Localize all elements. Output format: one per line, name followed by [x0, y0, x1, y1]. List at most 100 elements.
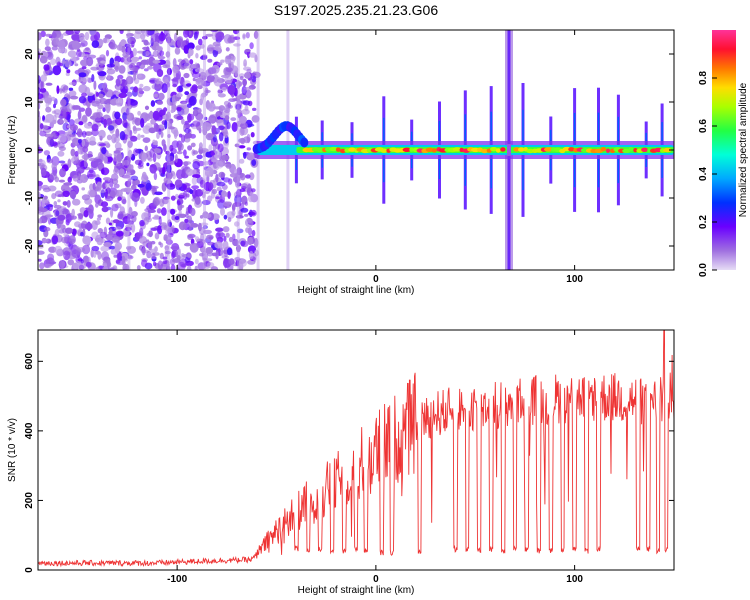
- noise-speckle: [187, 233, 196, 239]
- noise-speckle: [43, 263, 52, 269]
- noise-speckle: [227, 190, 231, 200]
- noise-speckle: [65, 30, 74, 35]
- noise-speckle: [130, 56, 140, 62]
- noise-speckle: [63, 182, 73, 186]
- noise-speckle: [172, 65, 180, 74]
- noise-speckle: [80, 59, 89, 67]
- noise-speckle: [187, 215, 193, 226]
- noise-speckle: [69, 190, 77, 199]
- noise-speckle: [234, 194, 242, 205]
- noise-speckle: [78, 261, 87, 270]
- noise-speckle: [119, 131, 126, 141]
- noise-speckle: [83, 210, 89, 218]
- noise-speckle: [88, 30, 97, 36]
- noise-speckle: [228, 178, 233, 185]
- noise-speckle: [112, 219, 120, 224]
- noise-speckle: [129, 99, 138, 106]
- noise-speckle: [210, 151, 215, 156]
- noise-speckle: [243, 213, 249, 217]
- noise-speckle: [141, 259, 148, 268]
- noise-speckle: [107, 125, 115, 131]
- noise-speckle: [109, 178, 114, 188]
- noise-speckle: [184, 128, 191, 134]
- noise-speckle: [134, 30, 143, 35]
- noise-speckle: [74, 79, 83, 83]
- noise-speckle: [149, 164, 157, 174]
- noise-speckle: [243, 63, 247, 67]
- noise-speckle: [141, 174, 149, 183]
- noise-speckle: [114, 111, 121, 120]
- noise-speckle: [69, 134, 76, 138]
- noise-speckle: [122, 54, 131, 65]
- spectrogram-x-tick-label: 100: [566, 274, 583, 285]
- noise-speckle: [223, 235, 227, 242]
- noise-speckle: [38, 87, 41, 96]
- noise-speckle: [170, 195, 176, 201]
- noise-speckle: [113, 168, 120, 175]
- snr-x-tick-label: -100: [167, 574, 187, 585]
- colorbar-gradient: [712, 30, 736, 270]
- spectrogram-y-label: Frequency (Hz): [7, 116, 18, 185]
- spectrogram-y-tick-label: 0: [24, 147, 35, 153]
- noise-speckle: [91, 40, 100, 48]
- noise-speckle: [189, 59, 194, 65]
- noise-speckle: [218, 105, 226, 112]
- noise-speckle: [202, 225, 208, 230]
- noise-speckle: [136, 50, 145, 54]
- noise-speckle: [192, 92, 198, 97]
- ridge-hotspot: [340, 148, 346, 154]
- colorbar-label: Normalized spectral amplitude: [738, 82, 749, 217]
- noise-speckle: [227, 217, 232, 223]
- noise-speckle: [192, 160, 200, 170]
- noise-speckle: [204, 87, 209, 96]
- noise-speckle: [76, 128, 83, 138]
- noise-speckle: [136, 265, 141, 270]
- noise-speckle: [161, 197, 169, 205]
- noise-speckle: [148, 127, 157, 134]
- noise-speckle: [61, 236, 68, 244]
- noise-speckle: [39, 262, 45, 270]
- snr-y-label: SNR (10 * v/v): [7, 418, 18, 482]
- noise-speckle: [222, 240, 229, 251]
- noise-speckle: [85, 107, 92, 117]
- noise-speckle: [98, 129, 106, 139]
- noise-speckle: [180, 109, 186, 116]
- noise-speckle: [141, 30, 148, 37]
- noise-speckle: [106, 63, 115, 68]
- noise-speckle: [45, 82, 53, 86]
- noise-speckle: [147, 157, 153, 162]
- ridge-hotspot: [329, 146, 338, 152]
- colorbar-tick-label: 0.8: [698, 71, 709, 85]
- noise-speckle: [106, 104, 110, 114]
- noise-speckle: [38, 74, 41, 84]
- ridge-hotspot: [518, 147, 525, 152]
- noise-speckle: [242, 34, 246, 40]
- noise-speckle: [208, 182, 214, 191]
- noise-speckle: [118, 65, 126, 74]
- noise-speckle: [212, 169, 218, 175]
- noise-speckle: [244, 105, 249, 112]
- noise-speckle: [144, 105, 150, 111]
- noise-speckle: [111, 173, 119, 181]
- noise-speckle: [95, 234, 102, 243]
- noise-speckle: [152, 50, 159, 58]
- noise-speckle: [56, 224, 63, 232]
- noise-speckle: [57, 142, 65, 149]
- noise-speckle: [178, 192, 187, 198]
- noise-speckle: [172, 58, 177, 68]
- noise-speckle: [140, 134, 145, 138]
- noise-speckle: [97, 214, 103, 218]
- noise-speckle: [185, 168, 194, 176]
- noise-speckle: [133, 86, 139, 93]
- noise-speckle: [250, 188, 256, 193]
- noise-speckle: [245, 174, 251, 179]
- noise-speckle: [94, 177, 102, 182]
- noise-speckle: [121, 174, 131, 179]
- noise-speckle: [246, 147, 251, 151]
- noise-speckle: [171, 225, 175, 233]
- noise-speckle: [137, 183, 145, 188]
- noise-speckle: [134, 127, 142, 131]
- noise-speckle: [224, 107, 231, 114]
- noise-speckle: [171, 251, 175, 259]
